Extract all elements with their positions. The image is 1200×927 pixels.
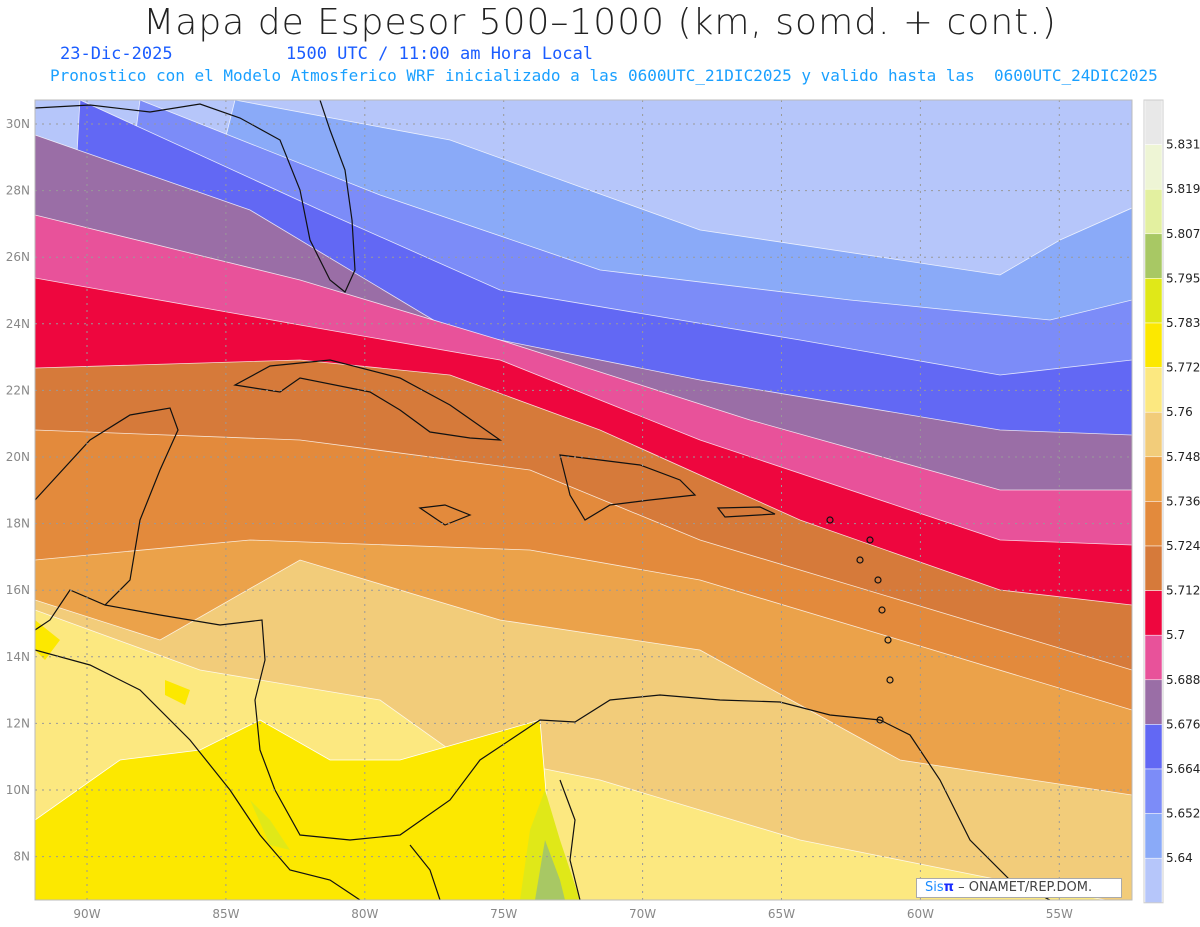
credit-org: – ONAMET/REP.DOM. <box>958 880 1093 895</box>
lat-label: 20N <box>6 450 30 464</box>
coastline <box>35 100 356 293</box>
colorbar-label: 5.712 <box>1166 584 1200 598</box>
colorbar-swatch <box>1144 367 1163 413</box>
island <box>876 716 884 724</box>
colorbar-label: 5.676 <box>1166 717 1200 731</box>
island <box>856 556 864 564</box>
coastline <box>559 454 697 521</box>
coastline <box>409 844 441 900</box>
lon-label: 85W <box>212 907 239 921</box>
band-5.772 <box>35 719 556 900</box>
lat-label: 26N <box>6 250 30 264</box>
coastline <box>716 506 776 518</box>
lat-label: 16N <box>6 583 30 597</box>
colorbar-swatch <box>1144 322 1163 368</box>
colorbar-label: 5.807 <box>1166 227 1200 241</box>
colorbar-swatch <box>1144 188 1163 235</box>
colorbar-frame <box>1143 99 1164 904</box>
coastline <box>559 779 581 900</box>
colorbar-swatch <box>1144 634 1163 681</box>
colorbar-swatch <box>1144 144 1163 190</box>
colorbar-label: 5.688 <box>1166 673 1200 687</box>
forecast-info: Pronostico con el Modelo Atmosferico WRF… <box>50 66 1158 85</box>
lon-label: 60W <box>907 907 934 921</box>
lat-label: 10N <box>6 783 30 797</box>
band-5.783-patch <box>250 800 290 850</box>
band-5.783 <box>520 790 580 900</box>
graticule: 90W 85W 80W 75W 70W 65W 60W 55W 30N 28N 26N 24N 22N 2… <box>6 100 1132 921</box>
colorbar-label: 5.7 <box>1166 628 1185 642</box>
colorbar-swatch <box>1144 545 1163 591</box>
band-5.772-patch <box>165 680 190 705</box>
lat-label: 22N <box>6 383 30 397</box>
lon-label: 75W <box>490 907 517 921</box>
lat-label: 30N <box>6 117 30 131</box>
colorbar-swatch <box>1144 768 1163 814</box>
colorbar-label: 5.76 <box>1166 405 1193 419</box>
island <box>874 576 882 584</box>
lon-label: 65W <box>768 907 795 921</box>
colorbar-swatch <box>1144 411 1163 458</box>
coastline <box>418 504 472 526</box>
map-title: Mapa de Espesor 500–1000 (km, somd. + co… <box>143 2 1057 43</box>
colorbar: 5.831 5.819 5.807 5.795 5.783 5.772 5.76 5.748 5… <box>1143 99 1200 904</box>
colorbar-swatch <box>1144 501 1163 547</box>
colorbar-swatch <box>1144 99 1163 145</box>
colorbar-swatch <box>1144 456 1163 502</box>
colorbar-label: 5.795 <box>1166 271 1200 285</box>
map-frame <box>34 99 1133 901</box>
pi-logo: π <box>943 880 954 895</box>
colorbar-swatch <box>1144 233 1163 279</box>
colorbar-label: 5.772 <box>1166 361 1200 375</box>
colorbar-swatch <box>1144 679 1163 725</box>
colorbar-label: 5.664 <box>1166 762 1200 776</box>
lon-label: 80W <box>351 907 378 921</box>
colorbar-swatch <box>1144 813 1163 859</box>
lat-label: 28N <box>6 184 30 198</box>
colorbar-label: 5.819 <box>1166 182 1200 196</box>
thickness-bands <box>35 100 1132 900</box>
coastline <box>104 604 1051 900</box>
colorbar-label: 5.831 <box>1166 138 1200 152</box>
band-5.772-patch <box>35 620 60 660</box>
credit-brand: Sis <box>925 880 944 895</box>
colorbar-label: 5.736 <box>1166 494 1200 508</box>
lat-label: 24N <box>6 317 30 331</box>
coastlines <box>35 100 1051 900</box>
credit-box: Sisπ – ONAMET/REP.DOM. <box>916 878 1122 898</box>
lat-label: 8N <box>13 850 30 864</box>
colorbar-swatch <box>1144 724 1163 770</box>
island <box>884 636 892 644</box>
lon-label: 90W <box>73 907 100 921</box>
colorbar-swatch <box>1144 857 1163 904</box>
date-label: 23-Dic-2025 <box>60 44 173 64</box>
colorbar-label: 5.724 <box>1166 539 1200 553</box>
island <box>826 516 834 524</box>
lon-label: 70W <box>629 907 656 921</box>
colorbar-label: 5.64 <box>1166 851 1193 865</box>
colorbar-label: 5.652 <box>1166 807 1200 821</box>
colorbar-swatch <box>1144 590 1163 636</box>
colorbar-label: 5.748 <box>1166 450 1200 464</box>
island <box>878 606 886 614</box>
colorbar-label: 5.783 <box>1166 316 1200 330</box>
lon-label: 55W <box>1046 907 1073 921</box>
island <box>866 536 874 544</box>
lat-label: 12N <box>6 716 30 730</box>
coastline <box>35 407 179 631</box>
lat-label: 14N <box>6 650 30 664</box>
band-5.795 <box>535 840 565 900</box>
coastline <box>233 359 503 441</box>
lat-label: 18N <box>6 517 30 531</box>
island <box>886 676 894 684</box>
time-label: 1500 UTC / 11:00 am Hora Local <box>286 44 594 64</box>
colorbar-swatch <box>1144 278 1163 324</box>
coastline <box>35 649 361 900</box>
